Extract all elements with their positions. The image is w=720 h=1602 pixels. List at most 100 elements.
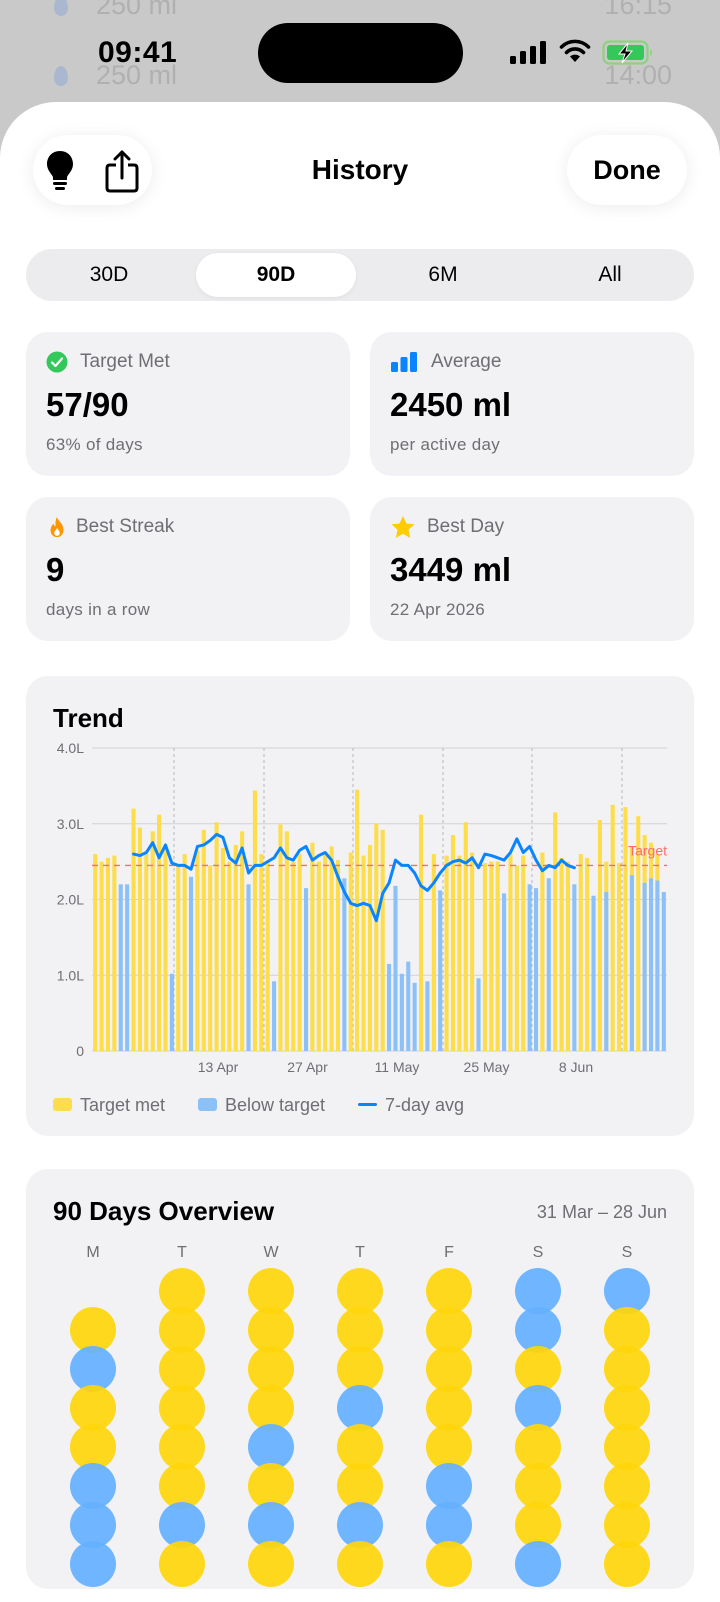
bar-target-met (214, 822, 219, 1051)
trend-chart: 0 1.0L 2.0L 3.0L 4.0L 13 Apr 27 Apr 11 May 25 Ma… (57, 740, 667, 1075)
y-tick-label: 3.0L (57, 816, 84, 832)
bar-target-met (578, 854, 583, 1051)
y-tick-label: 0 (76, 1043, 84, 1059)
bar-target-met (482, 863, 487, 1051)
legend-swatch-met (53, 1098, 72, 1112)
bar-below-target (572, 884, 577, 1051)
day-dot-target-met (159, 1268, 205, 1314)
day-dot-target-met (337, 1307, 383, 1353)
bar-target-met (329, 846, 334, 1051)
done-button[interactable]: Done (567, 135, 687, 205)
bar-below-target (188, 876, 194, 1051)
day-dot-target-met (515, 1502, 561, 1548)
bar-target-met (201, 829, 206, 1051)
bar-below-target (533, 888, 539, 1051)
header-action-group (33, 135, 152, 205)
bar-chart-icon (391, 352, 417, 372)
bar-target-met (182, 854, 187, 1051)
y-tick-label: 1.0L (57, 967, 84, 983)
weekday-label: T (355, 1244, 365, 1261)
legend-below-target: Below target (198, 1093, 325, 1117)
bar-target-met (284, 831, 289, 1051)
x-tick-label: 25 May (464, 1059, 510, 1075)
bar-below-target (604, 891, 609, 1051)
stat-sub: 63% of days (46, 435, 143, 454)
day-dot-target-met (159, 1424, 205, 1470)
day-dot-target-met (426, 1424, 472, 1470)
legend-target-met: Target met (53, 1093, 165, 1117)
stat-label: Best Streak (76, 516, 175, 537)
bar-target-met (463, 822, 468, 1051)
stat-value: 3449 ml (390, 551, 512, 588)
bar-target-met (565, 861, 571, 1052)
day-dot-target-met (159, 1346, 205, 1392)
bar-target-met (617, 863, 622, 1051)
target-label: Target (628, 842, 667, 858)
bar-target-met (316, 861, 321, 1052)
day-dot-target-met (604, 1307, 650, 1353)
segment-90d[interactable]: 90D (196, 253, 356, 297)
bar-target-met (150, 831, 155, 1051)
day-dot-target-met (337, 1541, 383, 1587)
segment-30d[interactable]: 30D (89, 263, 129, 286)
bar-below-target (527, 884, 532, 1051)
bar-below-target (591, 895, 596, 1051)
bar-below-target (425, 981, 430, 1051)
avg-line (132, 832, 576, 923)
segment-6m[interactable]: 6M (428, 263, 458, 286)
day-dot-below-target (426, 1502, 472, 1548)
lightbulb-icon[interactable] (46, 150, 74, 192)
bar-below-target (399, 973, 404, 1051)
day-dot-target-met (515, 1463, 561, 1509)
best-day-card: Best Day 3449 ml 22 Apr 2026 (370, 497, 694, 641)
bar-below-target (412, 982, 417, 1051)
wifi-icon (559, 39, 591, 62)
bar-target-met (137, 827, 142, 1051)
background-log-amount: 250 ml (96, 0, 178, 20)
bar-target-met (361, 855, 366, 1051)
weekday-label: S (532, 1244, 544, 1261)
bar-below-target (393, 885, 398, 1051)
page-title: History (311, 154, 409, 185)
bar-target-met (470, 852, 475, 1051)
bar-target-met (489, 861, 494, 1052)
bar-target-met (610, 804, 615, 1051)
day-dot-target-met (337, 1424, 383, 1470)
bar-target-met (259, 854, 264, 1051)
bar-target-met (233, 844, 238, 1051)
share-icon[interactable] (105, 149, 139, 193)
bar-target-met (240, 831, 245, 1051)
day-dot-below-target (604, 1268, 650, 1314)
stat-label: Average (431, 351, 502, 372)
bar-below-target (406, 961, 411, 1051)
stat-label: Best Day (427, 516, 505, 537)
stat-value: 2450 ml (390, 386, 512, 423)
range-segmented-control: 30D 90D 6M All (26, 249, 694, 301)
bar-target-met (265, 863, 270, 1051)
day-dot-below-target (70, 1346, 116, 1392)
day-dot-target-met (159, 1307, 205, 1353)
day-dot-target-met (70, 1307, 116, 1353)
overview-card: 90 Days Overview 31 Mar – 28 Jun M T W T… (26, 1169, 694, 1589)
day-dot-target-met (70, 1424, 116, 1470)
bar-below-target (629, 875, 634, 1051)
bar-target-met (220, 847, 226, 1051)
legend-swatch-avg (358, 1103, 377, 1107)
bar-target-met (348, 852, 353, 1051)
bar-below-target (246, 884, 251, 1051)
day-dot-target-met (426, 1268, 472, 1314)
legend-swatch-below (198, 1098, 217, 1112)
day-dot-target-met (70, 1385, 116, 1431)
day-dot-target-met (604, 1346, 650, 1392)
bar-target-met (450, 835, 456, 1051)
day-dot-target-met (426, 1307, 472, 1353)
day-dot-target-met (604, 1463, 650, 1509)
status-time: 09:41 (98, 36, 178, 69)
weekday-label: S (621, 1244, 633, 1261)
day-dot-target-met (248, 1385, 294, 1431)
x-tick-label: 11 May (375, 1059, 420, 1075)
background-log-amount: 250 ml (96, 60, 178, 90)
stat-value: 9 (46, 551, 65, 588)
bar-target-met (131, 808, 136, 1051)
segment-all[interactable]: All (598, 263, 622, 286)
